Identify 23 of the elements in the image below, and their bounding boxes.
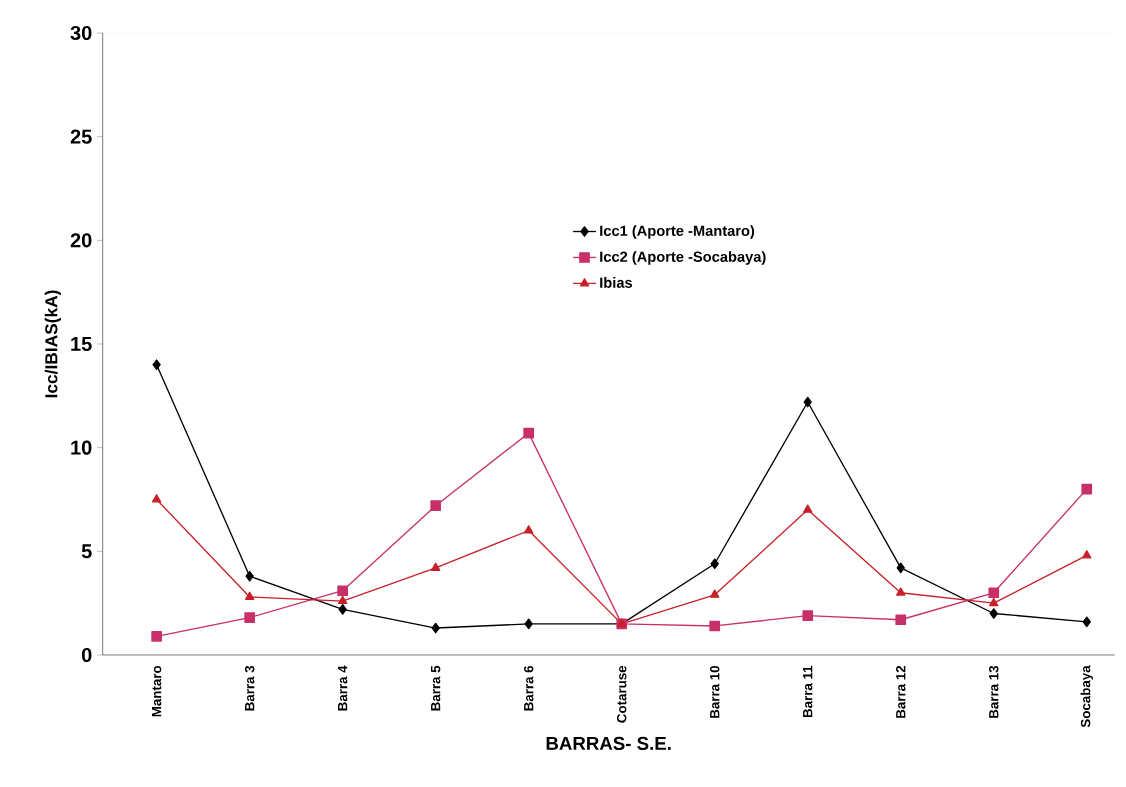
y-tick-label: 25 — [70, 129, 92, 144]
y-axis-title: Icc/IBIAS(kA) — [44, 290, 61, 398]
y-tick-label: 30 — [70, 25, 92, 41]
x-tick-label: Barra 12 — [896, 665, 906, 718]
x-tick-label: Barra 3 — [244, 665, 255, 711]
legend-label: Ibias — [600, 277, 633, 288]
y-tick-label: 20 — [70, 233, 92, 248]
x-tick-label: Barra 10 — [710, 665, 720, 718]
y-tick-label: 15 — [71, 337, 92, 351]
legend-label: Icc2 (Aporte -Socabaya) — [600, 251, 766, 265]
x-tick-label: Barra 5 — [431, 665, 441, 711]
x-tick-label: Barra 11 — [803, 665, 813, 718]
x-axis-title: BARRAS- S.E. — [546, 736, 671, 751]
y-tick-label: 0 — [81, 647, 92, 663]
y-tick-label: 5 — [81, 544, 92, 559]
legend-label: Icc1 (Aporte -Mantaro) — [600, 225, 755, 239]
x-tick-label: Barra 6 — [523, 665, 534, 711]
x-tick-label: Barra 4 — [338, 665, 348, 711]
x-tick-label: Mantaro — [151, 665, 162, 717]
x-tick-label: Cotaruse — [616, 665, 627, 723]
x-tick-label: Barra 13 — [989, 665, 999, 718]
y-tick-label: 10 — [71, 440, 92, 455]
x-tick-label: Socabaya — [1080, 665, 1093, 728]
